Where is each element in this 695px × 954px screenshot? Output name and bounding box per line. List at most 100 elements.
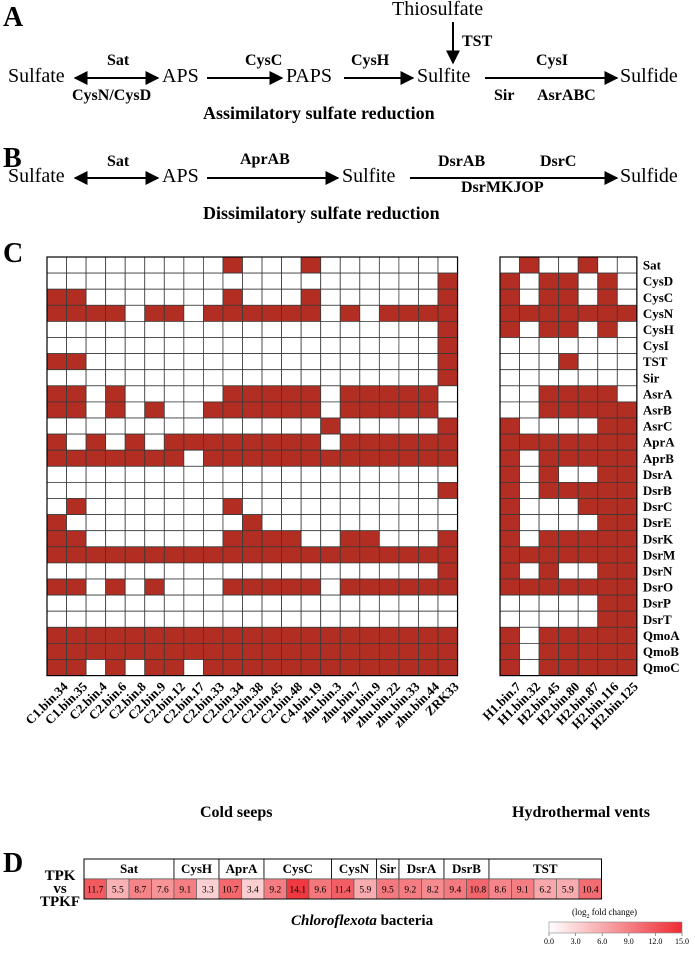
gene-group-label: CysN <box>339 861 370 876</box>
gene-label: Sat <box>643 258 662 273</box>
node-aps-b: APS <box>162 165 199 187</box>
gene-label: DsrC <box>643 499 673 514</box>
panel-a-letter: A <box>3 2 24 33</box>
node-sulfide-b: Sulfide <box>620 165 678 187</box>
enzyme-sat-a: Sat <box>107 52 130 69</box>
gene-group-label: AprA <box>226 861 258 876</box>
gene-label: AsrC <box>643 419 673 434</box>
node-aps-a: APS <box>162 65 199 87</box>
fold-change-value: 8.7 <box>134 886 146 896</box>
caption-taxon: Chloroflexota <box>291 913 377 929</box>
hydrothermal-vents-title: Hydrothermal vents <box>512 804 650 821</box>
legend-title-end: fold change) <box>589 907 637 917</box>
gene-label: CysN <box>643 306 674 321</box>
fold-change-value: 5.9 <box>359 886 371 896</box>
panel-c-letter: C <box>3 238 24 269</box>
hydrothermal-vents-grid <box>499 256 638 677</box>
enzyme-cysn-cysd: CysN/CysD <box>72 87 152 104</box>
fold-change-value: 9.1 <box>179 886 191 896</box>
fold-change-value: 8.6 <box>494 886 506 896</box>
gene-group-label: TST <box>533 861 558 876</box>
legend-title-sub: 2 <box>586 913 590 920</box>
gene-group-label: Sat <box>120 861 139 876</box>
node-sulfite-a: Sulfite <box>417 65 471 87</box>
gene-label: AprA <box>643 435 675 450</box>
fold-change-value: 3.3 <box>202 886 214 896</box>
enzyme-sat-b: Sat <box>107 153 130 170</box>
scale-tick-label: 15.0 <box>675 937 689 946</box>
cold-seeps-frame <box>46 256 459 677</box>
scale-tick-label: 0.0 <box>544 937 554 946</box>
color-scale-bar <box>548 921 683 934</box>
enzyme-aprab: AprAB <box>240 151 290 168</box>
panel-b-title: Dissimilatory sulfate reduction <box>203 203 440 223</box>
gene-group-label: DsrA <box>407 861 437 876</box>
enzyme-cysc: CysC <box>245 52 283 69</box>
gene-label: DsrP <box>643 596 671 611</box>
fold-change-value: 9.2 <box>269 886 281 896</box>
enzyme-asrabc: AsrABC <box>537 87 596 104</box>
panel-d-frame <box>83 858 602 900</box>
gene-label: CysH <box>643 322 674 337</box>
panel-a-title: Assimilatory sulfate reduction <box>203 103 435 123</box>
scale-tick-label: 6.0 <box>597 937 607 946</box>
gene-label: Sir <box>643 370 660 385</box>
fold-change-value: 14.1 <box>289 886 306 896</box>
enzyme-dsrmkjop: DsrMKJOP <box>461 179 544 196</box>
comparison-label-bot: TPKF <box>40 894 80 910</box>
fold-change-value: 11.7 <box>87 886 104 896</box>
cold-seeps-title: Cold seeps <box>200 804 273 821</box>
fold-change-value: 5.5 <box>112 886 124 896</box>
gene-label: DsrO <box>643 580 673 595</box>
node-thiosulfate: Thiosulfate <box>392 0 484 20</box>
fold-change-value: 11.4 <box>335 886 352 896</box>
gene-label: QmoA <box>643 628 680 643</box>
fold-change-value: 9.4 <box>449 886 461 896</box>
node-sulfide-a: Sulfide <box>620 65 678 87</box>
node-sulfite-b: Sulfite <box>342 165 396 187</box>
fold-change-value: 3.4 <box>247 886 259 896</box>
panel-b-letter: B <box>3 143 22 174</box>
gene-label: DsrM <box>643 547 676 562</box>
cold-seeps-grid <box>46 256 459 677</box>
fold-change-value: 6.2 <box>539 886 551 896</box>
fold-change-value: 8.2 <box>427 886 439 896</box>
gene-group-label: Sir <box>379 861 396 876</box>
fold-change-value: 10.8 <box>469 886 486 896</box>
enzyme-tst: TST <box>462 33 493 50</box>
comparison-label-mid: vs <box>53 881 67 897</box>
fold-change-value: 7.6 <box>157 886 169 896</box>
gene-label: TST <box>643 354 668 369</box>
comparison-label-top: TPK <box>44 868 76 884</box>
gene-label: AprB <box>643 451 674 466</box>
enzyme-cysh: CysH <box>351 52 390 69</box>
fold-change-value: 10.4 <box>582 886 599 896</box>
gene-label: AsrA <box>643 386 673 401</box>
fold-change-value: 9.6 <box>314 886 326 896</box>
enzyme-sir: Sir <box>494 87 515 104</box>
fold-change-value: 9.5 <box>382 886 394 896</box>
panel-d-letter: D <box>3 848 24 879</box>
comparison-label: TPK vs TPKF <box>38 868 82 910</box>
hydrothermal-vents-frame <box>499 256 638 677</box>
gene-label: AsrB <box>643 402 672 417</box>
caption-rest: bacteria <box>376 913 434 929</box>
scale-tick-label: 9.0 <box>624 937 634 946</box>
gene-label: DsrT <box>643 612 672 627</box>
gene-label: DsrN <box>643 563 673 578</box>
node-paps: PAPS <box>286 65 332 87</box>
gene-label: DsrB <box>643 483 672 498</box>
gene-group-label: DsrB <box>452 861 481 876</box>
panel-d-caption: Chloroflexota bacteria <box>291 913 433 930</box>
gene-label: DsrK <box>643 531 674 546</box>
gene-group-label: CysC <box>283 861 313 876</box>
gene-label: QmoC <box>643 660 680 675</box>
fold-change-value: 9.1 <box>517 886 529 896</box>
gene-label: CysI <box>643 338 669 353</box>
gene-label: DsrE <box>643 515 672 530</box>
gene-label: CysD <box>643 274 673 289</box>
fold-change-value: 5.9 <box>562 886 574 896</box>
scale-tick-label: 12.0 <box>648 937 662 946</box>
